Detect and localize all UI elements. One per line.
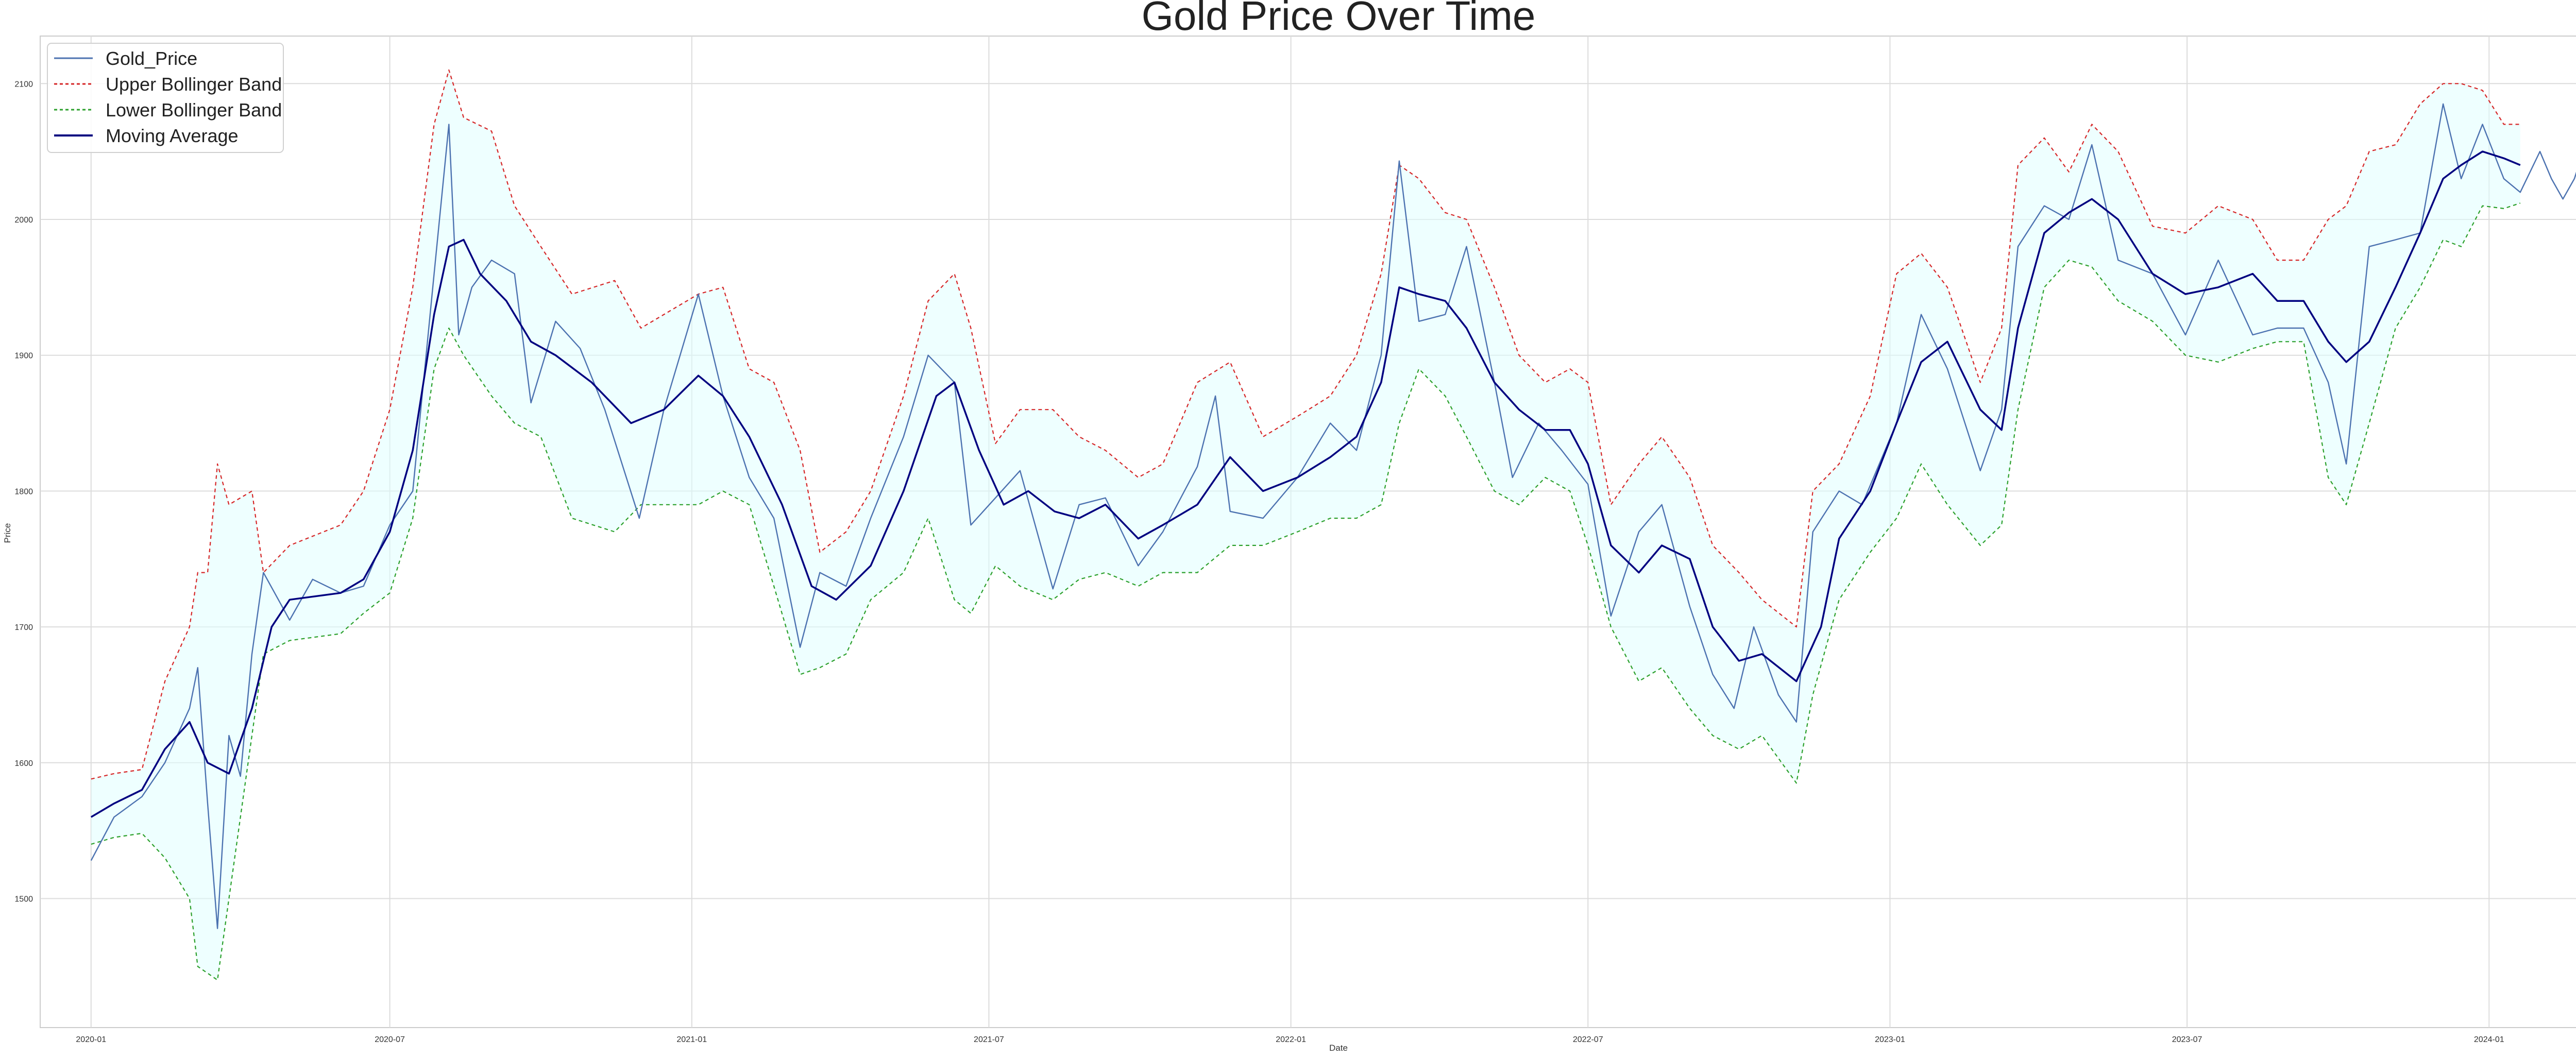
series-line-gold-price [90,103,2576,929]
series-line-lower-bollinger-band [91,202,2521,981]
y-tick-label: 1800 [14,487,33,496]
legend-label-moving-average: Moving Average [106,125,239,146]
x-tick-label: 2023-01 [1875,1035,1905,1044]
bollinger-band-area [91,70,2520,980]
chart-title: Gold Price Over Time [1142,0,1536,39]
y-tick-label: 1900 [14,352,33,361]
y-tick-label: 1700 [14,623,33,632]
legend-label-gold-price: Gold_Price [106,48,197,69]
legend-entry-upper-band: Upper Bollinger Band [54,74,282,95]
legend-label-lower-band: Lower Bollinger Band [106,99,282,121]
x-tick-label: 2020-07 [375,1035,405,1044]
x-tick-label: 2021-01 [676,1035,707,1044]
legend-label-upper-band: Upper Bollinger Band [106,74,282,95]
x-tick-label: 2022-07 [1573,1035,1603,1044]
y-tick-label: 2100 [14,80,33,89]
x-tick-label: 2021-07 [974,1035,1004,1044]
tick-labels: 1500 1600 1700 1800 1900 2000 2100 2020-01 2020-… [14,80,2504,1044]
x-tick-label: 2022-01 [1276,1035,1306,1044]
series-line-moving-average [90,150,2521,818]
legend: Gold_Price Upper Bollinger Band Lower Bo… [47,43,284,153]
y-tick-label: 2000 [14,216,33,225]
x-tick-label: 2020-01 [76,1035,106,1044]
y-tick-label: 1500 [14,895,33,903]
legend-entry-gold-price: Gold_Price [54,48,197,69]
x-axis-label: Date [1329,1043,1348,1053]
legend-box [47,43,284,153]
series-lines [90,69,2576,981]
y-tick-label: 1600 [14,759,33,768]
bollinger-band-fill [91,70,2520,980]
x-tick-label: 2023-07 [2172,1035,2202,1044]
legend-entry-moving-average: Moving Average [54,125,239,146]
legend-entry-lower-band: Lower Bollinger Band [54,99,282,121]
x-tick-label: 2024-01 [2474,1035,2504,1044]
y-axis-label: Price [3,523,12,543]
plot-area [40,36,2576,1028]
